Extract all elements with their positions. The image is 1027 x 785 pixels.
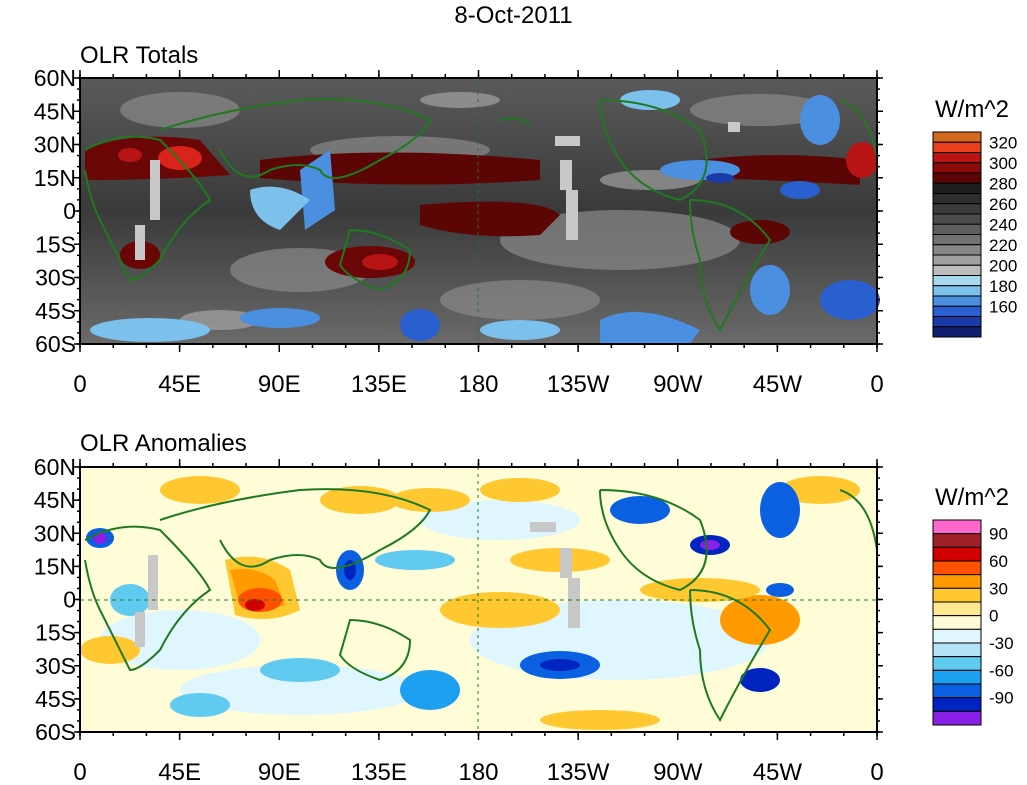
- lon-label: 90E: [258, 759, 301, 785]
- colorbar-label: 0: [989, 607, 998, 626]
- lat-label: 15S: [35, 620, 76, 646]
- colorbar-label: -90: [989, 689, 1014, 708]
- lon-label: 45E: [158, 371, 201, 398]
- colorbar-label: 60: [989, 552, 1008, 571]
- figure-title: 8-Oct-2011: [454, 2, 573, 29]
- colorbar-swatch: [932, 533, 982, 548]
- totals-panel-title: OLR Totals: [80, 42, 199, 69]
- colorbar-label: -60: [989, 661, 1014, 680]
- lat-label: 60S: [35, 331, 76, 357]
- lat-label: 45N: [34, 98, 76, 124]
- colorbar-label: 280: [989, 174, 1017, 193]
- lat-label: 0: [63, 198, 76, 224]
- colorbar-swatch: [932, 560, 982, 576]
- lat-label: 30N: [34, 132, 76, 158]
- anomalies-missing-data: [135, 522, 580, 647]
- lat-label: 60N: [34, 65, 76, 91]
- colorbar-label: 320: [989, 133, 1017, 152]
- lat-label: 45N: [34, 487, 76, 513]
- totals-cold-fields: [90, 90, 880, 344]
- lon-label: 45E: [158, 759, 201, 785]
- colorbar-label: 260: [989, 195, 1017, 214]
- lon-label: 0: [870, 371, 883, 398]
- colorbar-swatch: [932, 628, 982, 644]
- lat-label: 60S: [35, 719, 76, 745]
- colorbar-label: 300: [989, 154, 1017, 173]
- colorbar-label: 240: [989, 215, 1017, 234]
- lat-label: 15N: [34, 165, 76, 191]
- colorbar-label: 90: [989, 525, 1008, 544]
- lat-label: 45S: [35, 686, 76, 712]
- anomalies-coastlines: [84, 488, 878, 722]
- anomalies-colorbar: 90 60 30 0 -30 -60 -90: [932, 519, 1014, 726]
- totals-lat-labels: 60N 45N 30N 15N 0 15S 30S 45S 60S: [34, 65, 76, 357]
- anomalies-colorbar-title: W/m^2: [935, 484, 1009, 511]
- colorbar-swatch: [932, 574, 982, 589]
- colorbar-swatch: [932, 683, 982, 699]
- totals-gray-fields: [120, 92, 830, 320]
- colorbar-swatch: [932, 601, 982, 617]
- anomalies-negative-fields: [86, 482, 800, 717]
- colorbar-swatch: [932, 546, 982, 562]
- colorbar-label: 220: [989, 236, 1017, 255]
- lon-label: 90W: [653, 371, 703, 398]
- colorbar-swatch: [932, 615, 982, 630]
- totals-tick-marks: [74, 70, 883, 352]
- lat-label: 30N: [34, 520, 76, 546]
- lon-label: 135E: [351, 759, 407, 785]
- colorbar-swatch: [932, 519, 982, 535]
- colorbar-swatch: [932, 587, 982, 603]
- totals-coastlines: [84, 98, 878, 332]
- totals-colorbar-title: W/m^2: [935, 96, 1009, 123]
- lon-label: 0: [73, 371, 86, 398]
- totals-missing-data: [135, 122, 740, 260]
- colorbar-label: 200: [989, 256, 1017, 275]
- lon-label: 135W: [547, 759, 610, 785]
- colorbar-swatch: [932, 710, 982, 726]
- anomalies-lon-labels: 0 45E 90E 135E 180 135W 90W 45W 0: [73, 759, 883, 785]
- lon-label: 90E: [258, 371, 301, 398]
- lat-label: 60N: [34, 454, 76, 480]
- lon-label: 90W: [653, 759, 703, 785]
- lon-label: 180: [458, 371, 498, 398]
- colorbar-label: -30: [989, 634, 1014, 653]
- lat-label: 15S: [35, 231, 76, 257]
- lon-label: 0: [73, 759, 86, 785]
- lat-label: 15N: [34, 553, 76, 579]
- lon-label: 45W: [753, 371, 803, 398]
- lat-label: 30S: [35, 265, 76, 291]
- colorbar-swatch: [932, 697, 982, 712]
- anomalies-lat-labels: 60N 45N 30N 15N 0 15S 30S 45S 60S: [34, 454, 76, 745]
- colorbar-label: 30: [989, 579, 1008, 598]
- colorbar-swatch: [932, 642, 982, 658]
- totals-lon-labels: 0 45E 90E 135E 180 135W 90W 45W 0: [73, 371, 883, 398]
- anomalies-panel-title: OLR Anomalies: [80, 430, 247, 457]
- colorbar-swatch: [932, 656, 982, 671]
- anomalies-tick-marks: [74, 459, 883, 740]
- lon-label: 0: [870, 759, 883, 785]
- lat-label: 30S: [35, 653, 76, 679]
- colorbar-label: 160: [989, 297, 1017, 316]
- lat-label: 45S: [35, 298, 76, 324]
- colorbar-label: 180: [989, 277, 1017, 296]
- colorbar-swatch: [932, 326, 982, 338]
- lat-label: 0: [63, 587, 76, 613]
- colorbar-swatch: [932, 669, 982, 685]
- lon-label: 135E: [351, 371, 407, 398]
- lon-label: 180: [458, 759, 498, 785]
- lon-label: 45W: [753, 759, 803, 785]
- lon-label: 135W: [547, 371, 610, 398]
